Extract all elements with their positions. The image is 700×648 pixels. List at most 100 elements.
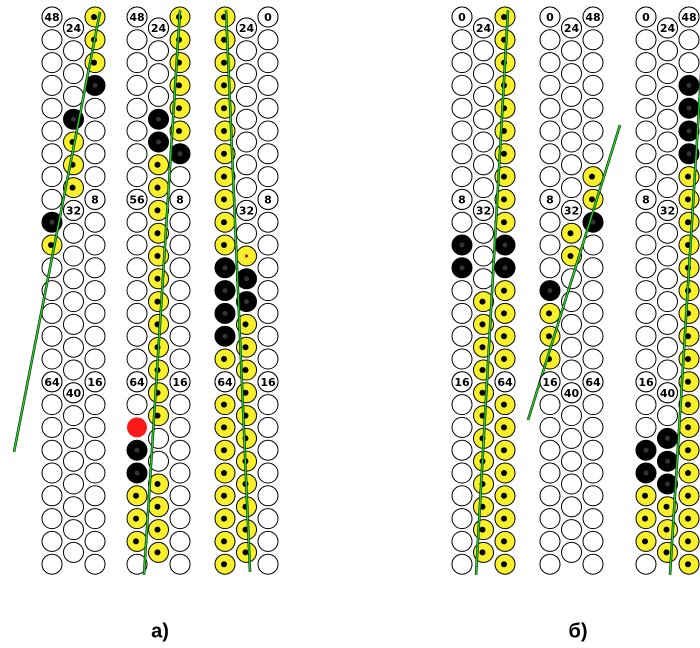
tube <box>84 348 106 370</box>
tube <box>451 97 473 119</box>
tube <box>473 85 494 107</box>
tube <box>451 166 473 188</box>
tube <box>539 97 561 119</box>
tube <box>236 131 257 153</box>
hit-wire <box>567 230 574 237</box>
tube <box>257 416 279 438</box>
tube <box>539 120 561 142</box>
tube <box>561 496 582 518</box>
tube <box>169 166 191 188</box>
tube <box>657 63 678 85</box>
tube <box>635 211 657 233</box>
tube <box>657 313 678 335</box>
tube <box>126 553 148 575</box>
hit-wire <box>221 128 227 134</box>
panel-caption: а) <box>151 620 169 642</box>
tube <box>582 302 604 324</box>
hit-wire <box>242 321 249 328</box>
tube <box>169 485 191 507</box>
label-tube <box>561 17 582 39</box>
tube <box>635 416 657 438</box>
hit-wire <box>502 242 508 248</box>
hit-wire <box>244 299 249 305</box>
tube <box>451 325 473 347</box>
tube <box>148 40 169 62</box>
tube <box>635 29 657 51</box>
tube <box>539 52 561 74</box>
track <box>527 124 621 421</box>
tube <box>678 29 700 51</box>
hit-wire <box>154 161 161 168</box>
tube <box>63 85 84 107</box>
tube-label: 16 <box>260 376 276 389</box>
tube <box>169 508 191 530</box>
hit-wire <box>501 447 507 454</box>
hit-wire <box>245 254 248 258</box>
tube <box>657 268 678 290</box>
tube <box>451 394 473 416</box>
hit-wire <box>69 184 76 191</box>
hit-wire <box>156 139 161 145</box>
tube <box>257 280 279 302</box>
tube <box>561 313 582 335</box>
hit-wire <box>685 378 691 385</box>
tube <box>63 63 84 85</box>
label-tube <box>473 17 494 39</box>
label-tube <box>539 371 561 393</box>
hit-wire <box>479 526 486 533</box>
tube <box>63 245 84 267</box>
tube <box>257 508 279 530</box>
tube <box>473 154 494 176</box>
hit-wire <box>221 105 227 112</box>
tube <box>63 268 84 290</box>
hit-wire <box>501 424 507 431</box>
tube <box>473 222 494 244</box>
tube <box>473 245 494 267</box>
hit-wire <box>501 492 507 499</box>
tube <box>657 359 678 381</box>
tube <box>63 405 84 427</box>
hit-wire <box>221 219 227 226</box>
hit-wire <box>154 253 161 259</box>
track <box>669 80 700 576</box>
hit-wire <box>222 310 228 316</box>
tube <box>126 29 148 51</box>
tube <box>41 52 63 74</box>
tube <box>657 131 678 153</box>
tube <box>257 394 279 416</box>
tube <box>169 325 191 347</box>
hit-wire <box>154 526 161 533</box>
tube-label: 8 <box>91 193 99 206</box>
tube-label: 48 <box>681 11 696 24</box>
hit-wire <box>546 310 552 317</box>
tube-label: 16 <box>172 376 188 389</box>
hit-wire <box>221 173 227 180</box>
hit-wire <box>685 424 691 431</box>
hit-wire <box>244 276 249 282</box>
tube <box>451 29 473 51</box>
hit-wire <box>501 287 507 294</box>
tube <box>236 222 257 244</box>
tube-label: 48 <box>585 11 600 24</box>
tube-label: 8 <box>458 193 466 206</box>
hit-wire <box>686 128 692 134</box>
tube-label: 56 <box>129 193 145 206</box>
tube <box>63 473 84 495</box>
tube <box>657 222 678 244</box>
tube <box>635 394 657 416</box>
tube <box>169 234 191 256</box>
tube <box>84 97 106 119</box>
hit-wire <box>590 219 596 225</box>
hit-wire <box>221 424 227 431</box>
tube <box>561 336 582 358</box>
tube-label: 64 <box>497 376 513 389</box>
tube <box>148 450 169 472</box>
label-tube <box>169 188 191 210</box>
hit-wire <box>479 321 486 328</box>
tube <box>657 177 678 199</box>
tube <box>539 234 561 256</box>
tube <box>41 416 63 438</box>
tube <box>169 211 191 233</box>
panel-caption: б) <box>568 620 587 642</box>
